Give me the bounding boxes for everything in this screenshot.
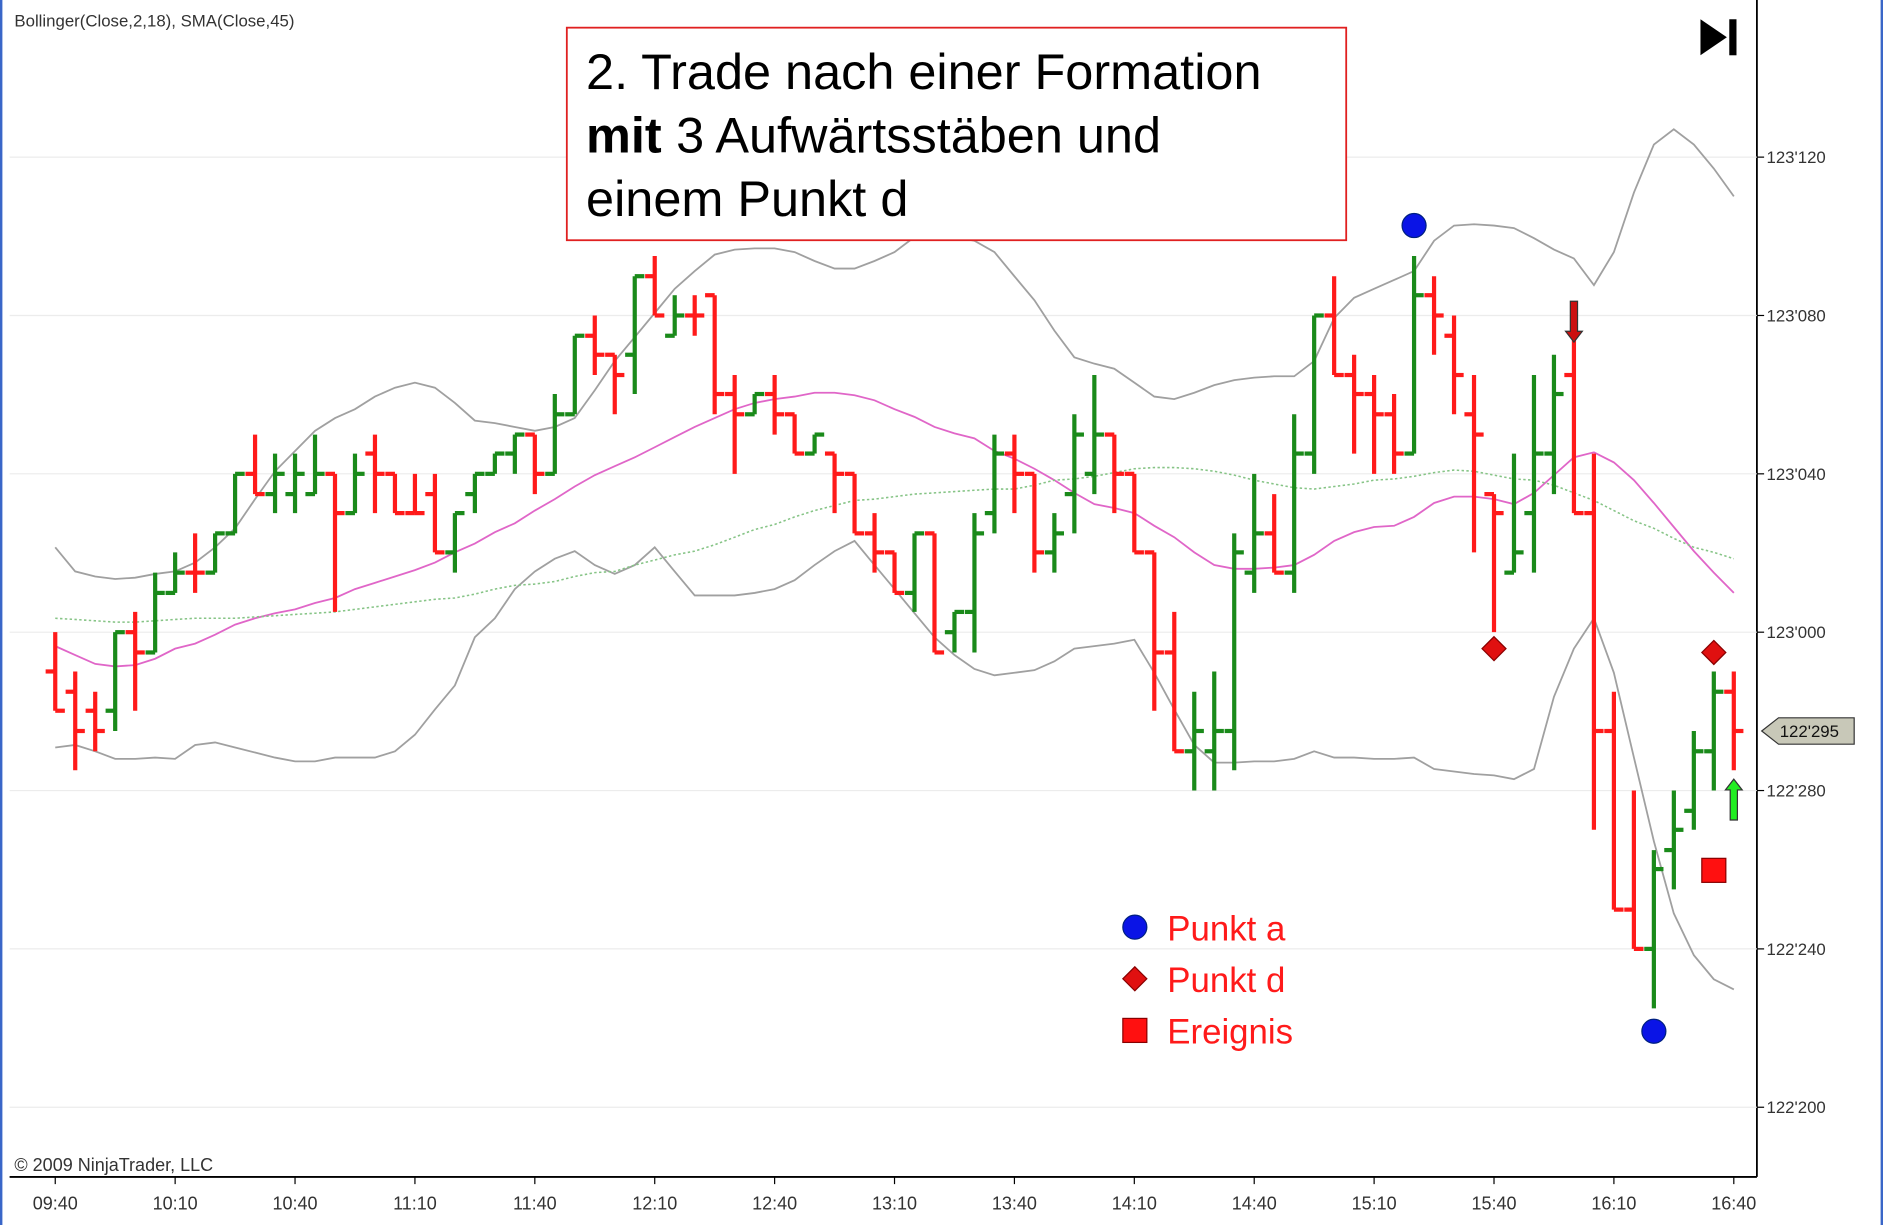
y-tick-label: 123'000 bbox=[1767, 623, 1826, 642]
y-tick-label: 122'200 bbox=[1767, 1098, 1826, 1117]
indicator-line bbox=[54, 128, 1735, 580]
annotation-line: einem Punkt d bbox=[586, 170, 908, 227]
annotation-line: 2. Trade nach einer Formation bbox=[586, 43, 1261, 100]
y-tick-label: 122'240 bbox=[1767, 940, 1826, 959]
legend-label: Ereignis bbox=[1167, 1013, 1293, 1052]
marker-circle bbox=[1641, 1018, 1667, 1044]
x-tick-label: 14:40 bbox=[1232, 1193, 1277, 1213]
marker-circle bbox=[1401, 212, 1427, 239]
x-tick-label: 11:40 bbox=[513, 1193, 557, 1213]
copyright: © 2009 NinjaTrader, LLC bbox=[14, 1155, 213, 1175]
x-tick-label: 14:10 bbox=[1112, 1193, 1157, 1213]
y-tick-label: 123'120 bbox=[1767, 148, 1826, 167]
marker-square bbox=[1122, 1017, 1148, 1044]
y-tick-label: 123'040 bbox=[1767, 465, 1826, 484]
x-tick-label: 10:10 bbox=[153, 1193, 198, 1213]
y-tick-label: 122'280 bbox=[1767, 782, 1826, 801]
legend-label: Punkt d bbox=[1167, 961, 1285, 1000]
x-tick-label: 11:10 bbox=[393, 1193, 437, 1213]
marker-circle bbox=[1122, 914, 1148, 940]
go-to-end-button[interactable] bbox=[1700, 19, 1737, 56]
marker-diamond bbox=[1481, 635, 1507, 662]
x-tick-label: 09:40 bbox=[33, 1193, 78, 1213]
x-tick-label: 10:40 bbox=[273, 1193, 318, 1213]
signal-arrow bbox=[1724, 778, 1744, 821]
x-tick-label: 15:10 bbox=[1352, 1193, 1397, 1213]
last-price-label: 122'295 bbox=[1780, 722, 1839, 741]
y-tick-label: 123'080 bbox=[1767, 306, 1826, 325]
x-tick-label: 12:10 bbox=[632, 1193, 677, 1213]
chart-title: Bollinger(Close,2,18), SMA(Close,45) bbox=[14, 11, 294, 30]
annotation-box bbox=[565, 26, 1348, 242]
x-tick-label: 12:40 bbox=[752, 1193, 797, 1213]
x-tick-label: 16:40 bbox=[1711, 1193, 1756, 1213]
annotation-line: mit 3 Aufwärtsstäben und bbox=[586, 107, 1161, 164]
annotation-text: 3 Aufwärtsstäben und bbox=[676, 107, 1161, 164]
marker-diamond bbox=[1700, 639, 1727, 666]
plot-area bbox=[9, 128, 1757, 1108]
legend-label: Punkt a bbox=[1167, 909, 1286, 948]
marker-square bbox=[1701, 857, 1727, 883]
x-tick-label: 16:10 bbox=[1591, 1193, 1636, 1213]
marker-diamond bbox=[1121, 965, 1148, 992]
play-icon[interactable] bbox=[1700, 19, 1727, 56]
x-tick-label: 13:10 bbox=[872, 1193, 917, 1213]
signal-arrow bbox=[1564, 300, 1584, 344]
x-tick-label: 15:40 bbox=[1471, 1193, 1516, 1213]
x-tick-label: 13:40 bbox=[992, 1193, 1037, 1213]
last-price-tag bbox=[1760, 717, 1855, 745]
annotation-bold: mit bbox=[586, 107, 662, 164]
end-icon[interactable] bbox=[1729, 19, 1737, 56]
